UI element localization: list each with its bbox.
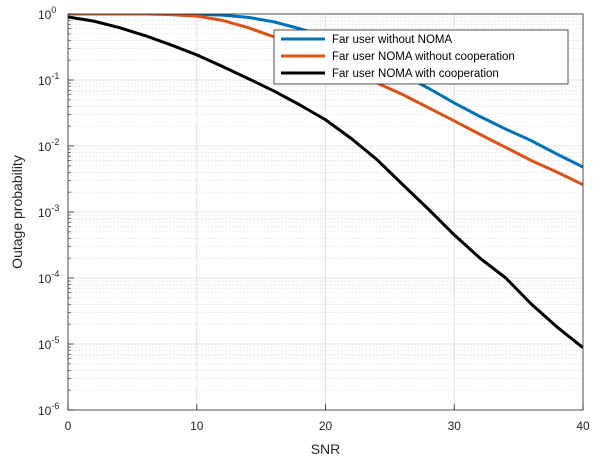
legend: Far user without NOMA Far user NOMA with… (273, 29, 569, 85)
x-tick-label: 30 (448, 419, 462, 433)
x-tick-label: 40 (576, 419, 590, 433)
x-tick-labels: 0 10 20 30 40 (65, 419, 590, 433)
y-tick-label: 100 (38, 5, 56, 22)
series-line-noma-with-cooperation (68, 15, 583, 349)
legend-label-noma-with-cooperation: Far user NOMA with cooperation (332, 68, 499, 80)
x-axis-title: SNR (311, 441, 341, 457)
y-axis-title: Outage probability (9, 155, 25, 269)
x-tick-label: 0 (65, 419, 72, 433)
y-tick-label: 10-2 (38, 137, 59, 154)
x-tick-label: 20 (319, 419, 333, 433)
x-tick-label: 10 (190, 419, 204, 433)
y-tick-label: 10-1 (38, 71, 59, 88)
legend-label-noma-without-cooperation: Far user NOMA without cooperation (332, 51, 515, 63)
y-tick-label: 10-6 (38, 401, 59, 418)
y-tick-label: 10-3 (38, 203, 59, 220)
y-tick-label: 10-5 (38, 335, 59, 352)
y-tick-labels: 100 10-1 10-2 10-3 10-4 10-5 10-6 (38, 5, 59, 418)
y-tick-label: 10-4 (38, 269, 59, 286)
legend-label-without-noma: Far user without NOMA (332, 34, 452, 46)
axis-ticks (67, 13, 584, 411)
